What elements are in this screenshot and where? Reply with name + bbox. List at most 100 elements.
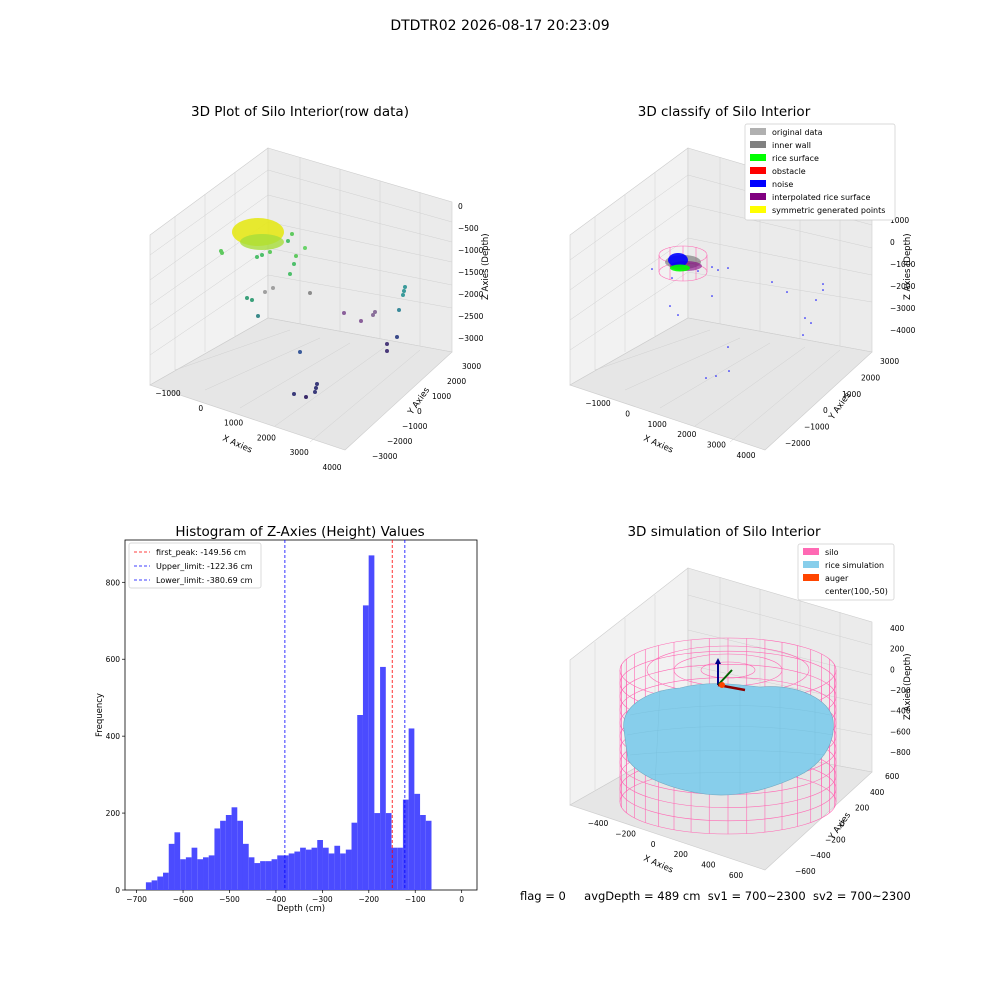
hist-xtick-label: −600 [173, 895, 194, 904]
raw3d-point [286, 239, 290, 243]
sv1-value: sv1 = 700~2300 [707, 889, 806, 903]
hist-bar [265, 861, 272, 890]
hist-bar [174, 832, 181, 890]
hist-bar [362, 605, 369, 890]
hist-bar [408, 728, 415, 890]
raw3d-point [308, 291, 312, 295]
raw3d-point [268, 250, 272, 254]
hist-bar [271, 859, 278, 890]
classify3d-noise-point [677, 314, 679, 316]
hist-legend-label: Lower_limit: -380.69 cm [156, 576, 253, 585]
sim3d-ztick-label: −800 [890, 748, 911, 757]
sim3d-ztick-label: 200 [890, 645, 905, 654]
raw3d-point [373, 310, 377, 314]
hist-bar [351, 822, 358, 890]
raw3d-ztick-label: −1500 [458, 268, 484, 277]
raw3d-ztick-label: 0 [458, 202, 463, 211]
sim3d-xtick-label: 600 [729, 871, 744, 880]
classify3d-ztick-label: 0 [890, 238, 895, 247]
hist-bar [248, 857, 255, 890]
hist-xtick-label: −700 [126, 895, 147, 904]
hist-bar [197, 859, 204, 890]
raw3d-point [304, 395, 308, 399]
hist-bar [220, 820, 226, 890]
classify3d-noise-point [727, 346, 729, 348]
classify3d-legend-swatch [750, 206, 766, 213]
raw3d-point [342, 311, 346, 315]
classify3d-noise-point [651, 268, 653, 270]
raw3d-ytick-label: −1000 [402, 422, 428, 431]
hist-bar [260, 861, 266, 890]
hist-bar [328, 853, 335, 890]
classify3d-legend-swatch [750, 167, 766, 174]
classify3d-legend-swatch [750, 141, 766, 148]
sim3d-ztick-label: −200 [890, 686, 911, 695]
raw3d-point [245, 296, 249, 300]
hist-legend-label: first_peak: -149.56 cm [156, 548, 246, 557]
hist-legend: first_peak: -149.56 cm Upper_limit: -122.… [128, 542, 262, 589]
raw3d-xlabel: X Axies [221, 434, 254, 456]
classify3d-noise-point [804, 317, 806, 319]
classify3d-ztick-label: −4000 [890, 326, 916, 335]
classify3d-noise-cluster [668, 253, 688, 267]
classify3d-xtick-label: 2000 [677, 430, 696, 439]
classify3d-legend-swatch [750, 154, 766, 161]
sim3d-ytick-label: −400 [810, 851, 831, 860]
hist-bar [340, 853, 346, 890]
raw3d-point [385, 342, 389, 346]
raw3d-point [371, 313, 375, 317]
hist-bar [145, 882, 152, 890]
classify3d-noise-point [810, 322, 812, 324]
hist-bar [203, 857, 209, 890]
classify3d-noise-point [802, 334, 804, 336]
hist-bar [368, 555, 375, 890]
classify3d-noise-point [705, 377, 707, 379]
classify3d-rice-surface [670, 264, 690, 272]
raw3d-ytick-label: −2000 [387, 437, 413, 446]
hist-bar [231, 807, 238, 890]
raw3d-point [271, 286, 275, 290]
hist-bar [391, 847, 398, 890]
hist-bar [357, 715, 363, 890]
hist-bar [334, 845, 341, 890]
sim3d-ytick-label: 400 [870, 788, 885, 797]
hist-bar [254, 863, 261, 890]
sim3d-xtick-label: 400 [701, 861, 716, 870]
sim3d-auger-axes [715, 658, 746, 692]
raw3d-point [292, 392, 296, 396]
raw3d-xtick-label: 0 [198, 404, 203, 413]
classify3d-noise-point [669, 305, 671, 307]
sim3d-xlabel: X Axies [642, 854, 675, 876]
hist-vlines [284, 540, 406, 890]
hist-bar [414, 793, 421, 890]
raw3d-ytick-label: 0 [417, 407, 422, 416]
classify3d-ytick-label: 2000 [861, 373, 880, 382]
classify3d-noise-point [822, 289, 824, 291]
raw3d-point [288, 272, 292, 276]
raw3d-point [395, 335, 399, 339]
sim3d-ztick-label: 0 [890, 665, 895, 674]
raw3d-point [315, 382, 319, 386]
classify3d-noise-point [728, 370, 730, 372]
hist-bars [145, 555, 432, 890]
classify3d-noise-point [822, 283, 824, 285]
sim3d-legend-swatch [803, 561, 819, 568]
raw3d-xtick-label: 4000 [322, 463, 341, 472]
classify3d-legend-label: inner wall [772, 141, 811, 150]
classify3d-plot: −100001000200030004000−2000−100001000200… [569, 123, 916, 460]
raw3d-ytick-label: −3000 [372, 452, 398, 461]
sim3d-legend-label: rice simulation [825, 561, 884, 570]
classify3d-legend-label: interpolated rice surface [772, 193, 870, 202]
raw3d-point [403, 285, 407, 289]
hist-bar [157, 876, 164, 890]
hist-ytick-label: 400 [106, 732, 121, 741]
raw3d-xtick-label: −1000 [155, 389, 181, 398]
hist-bar [402, 799, 409, 890]
hist-bar [185, 857, 192, 890]
sim3d-rice-surface [623, 683, 834, 796]
raw3d-xtick-label: 2000 [257, 433, 276, 442]
classify3d-noise-point [815, 299, 817, 301]
hist-ytick-label: 800 [106, 578, 121, 587]
hist-bar [225, 815, 232, 890]
classify3d-title: 3D classify of Silo Interior [637, 104, 811, 120]
